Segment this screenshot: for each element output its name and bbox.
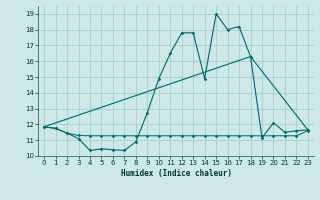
X-axis label: Humidex (Indice chaleur): Humidex (Indice chaleur)	[121, 169, 231, 178]
